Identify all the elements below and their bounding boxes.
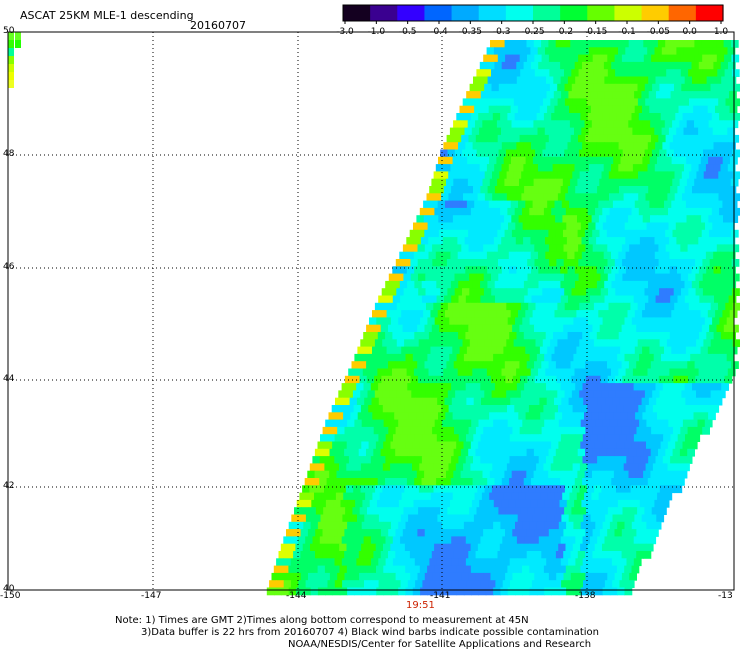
colorbar-swatch	[587, 5, 616, 21]
lon-label: -138	[575, 591, 596, 601]
lat-label: 48	[3, 149, 15, 159]
colorbar-swatch	[424, 5, 453, 21]
colorbar-swatch	[397, 5, 426, 21]
lon-label: -13	[718, 591, 733, 601]
colorbar-tick-label: -0.15	[584, 27, 607, 37]
map-date: 20160707	[190, 19, 246, 32]
colorbar-swatch	[560, 5, 588, 21]
wind-swath-field	[8, 32, 740, 596]
colorbar-tick-label: -1.0	[368, 27, 386, 37]
lat-label: 46	[3, 262, 15, 272]
colorbar-swatch	[478, 5, 507, 21]
colorbar-tick-label: -0.5	[399, 27, 417, 37]
colorbar-tick-label: -0.4	[430, 27, 448, 37]
lon-label: -147	[141, 591, 162, 601]
lat-label: 42	[3, 481, 15, 491]
colorbar-swatch	[451, 5, 480, 21]
colorbar-swatch	[641, 5, 670, 21]
colorbar-swatch	[614, 5, 643, 21]
colorbar-tick-label: -0.3	[493, 27, 511, 37]
colorbar-swatch	[370, 5, 398, 21]
colorbar-tick-label: 1.0	[714, 27, 729, 37]
lat-lon-gridlines	[8, 32, 734, 590]
colorbar-tick-label: -3.0	[336, 27, 354, 37]
colorbar-tick-label: -0.05	[647, 27, 670, 37]
lon-label: -141	[430, 591, 451, 601]
map-title: ASCAT 25KM MLE-1 descending	[20, 9, 194, 22]
colorbar-swatch	[533, 5, 561, 21]
colorbar-swatch	[668, 5, 697, 21]
lat-label: 44	[3, 374, 15, 384]
colorbar: -3.0 -1.0 -0.5 -0.4 -0.35 -0.3 -0.25 -0.2 -0.15 -…	[336, 4, 729, 37]
lat-label: 50	[3, 26, 15, 36]
note-line-3: NOAA/NESDIS/Center for Satellite Applica…	[288, 639, 592, 650]
map-frame	[7, 31, 735, 591]
colorbar-tick-label: 0.0	[683, 27, 698, 37]
note-line-1: Note: 1) Times are GMT 2)Times along bot…	[115, 615, 529, 626]
colorbar-tick-label: -0.35	[459, 27, 482, 37]
lon-label: -150	[0, 591, 21, 601]
lon-label: -144	[286, 591, 307, 601]
colorbar-tick-label: -0.1	[618, 27, 636, 37]
colorbar-swatch	[695, 5, 724, 21]
colorbar-tick-label: -0.25	[521, 27, 544, 37]
colorbar-swatch	[505, 5, 534, 21]
orbit-time-label: 19:51	[406, 600, 435, 611]
colorbar-tick-label: -0.2	[556, 27, 574, 37]
note-line-2: 3)Data buffer is 22 hrs from 20160707 4)…	[141, 627, 599, 638]
colorbar-swatch	[343, 5, 371, 21]
lat-label: 40	[3, 584, 15, 594]
